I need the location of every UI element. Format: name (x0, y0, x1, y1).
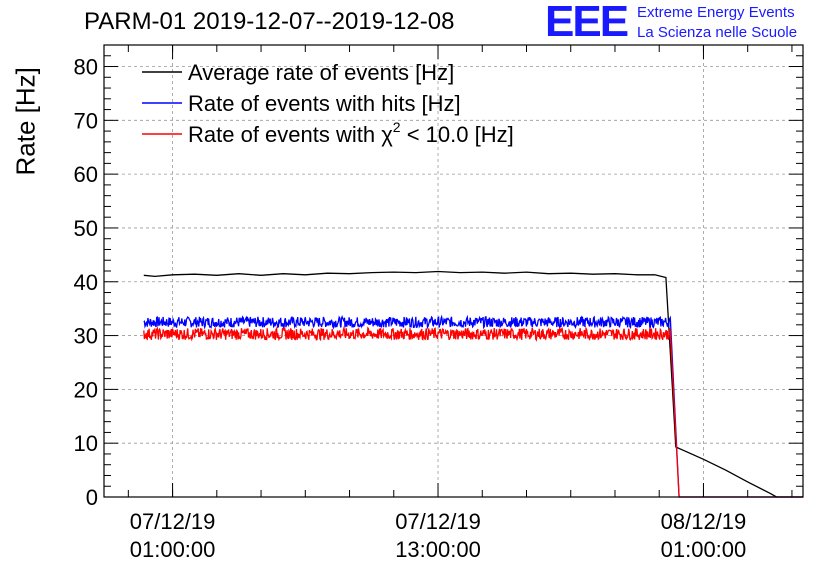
series-line-2 (143, 325, 803, 498)
x-tick-time: 01:00:00 (130, 537, 216, 562)
legend: Average rate of events [Hz] Rate of even… (142, 60, 514, 147)
y-tick-label: 40 (74, 270, 98, 295)
logo-line-1: Extreme Energy Events (637, 4, 795, 21)
legend-label-chi2: Rate of events with χ2 < 10.0 [Hz] (188, 119, 514, 147)
y-tick-label: 60 (74, 162, 98, 187)
legend-chi2-prefix: Rate of events with (188, 122, 381, 147)
series-line-0 (143, 270, 803, 498)
series-line-1 (143, 314, 803, 498)
y-tick-label: 70 (74, 108, 98, 133)
legend-label-hits: Rate of events with hits [Hz] (188, 91, 461, 116)
x-tick-time: 01:00:00 (661, 537, 747, 562)
series-layer (143, 270, 803, 498)
logo-mark: EEE (545, 0, 629, 46)
legend-chi2-sup: 2 (393, 119, 401, 135)
legend-label-average: Average rate of events [Hz] (188, 60, 454, 85)
grid-lines (104, 45, 803, 497)
legend-chi2-symbol: χ (381, 122, 393, 147)
x-tick-date: 07/12/19 (130, 509, 216, 534)
x-tick-date: 07/12/19 (395, 509, 481, 534)
eee-logo: EEE Extreme Energy Events La Scienza nel… (545, 0, 835, 46)
axes: 0 10 20 30 40 50 60 70 80 07/12/19 01:00:00 07/12/1… (74, 45, 803, 562)
y-tick-label: 20 (74, 377, 98, 402)
legend-chi2-suffix: < 10.0 [Hz] (401, 122, 514, 147)
y-tick-label: 0 (86, 485, 98, 510)
y-tick-label: 50 (74, 216, 98, 241)
chart-title: PARM-01 2019-12-07--2019-12-08 (84, 8, 455, 35)
y-tick-label: 30 (74, 324, 98, 349)
y-tick-label: 10 (74, 431, 98, 456)
x-tick-time: 13:00:00 (395, 537, 481, 562)
y-tick-label: 80 (74, 55, 98, 80)
x-tick-date: 08/12/19 (661, 509, 747, 534)
logo-line-2: La Scienza nelle Scuole (637, 24, 798, 41)
